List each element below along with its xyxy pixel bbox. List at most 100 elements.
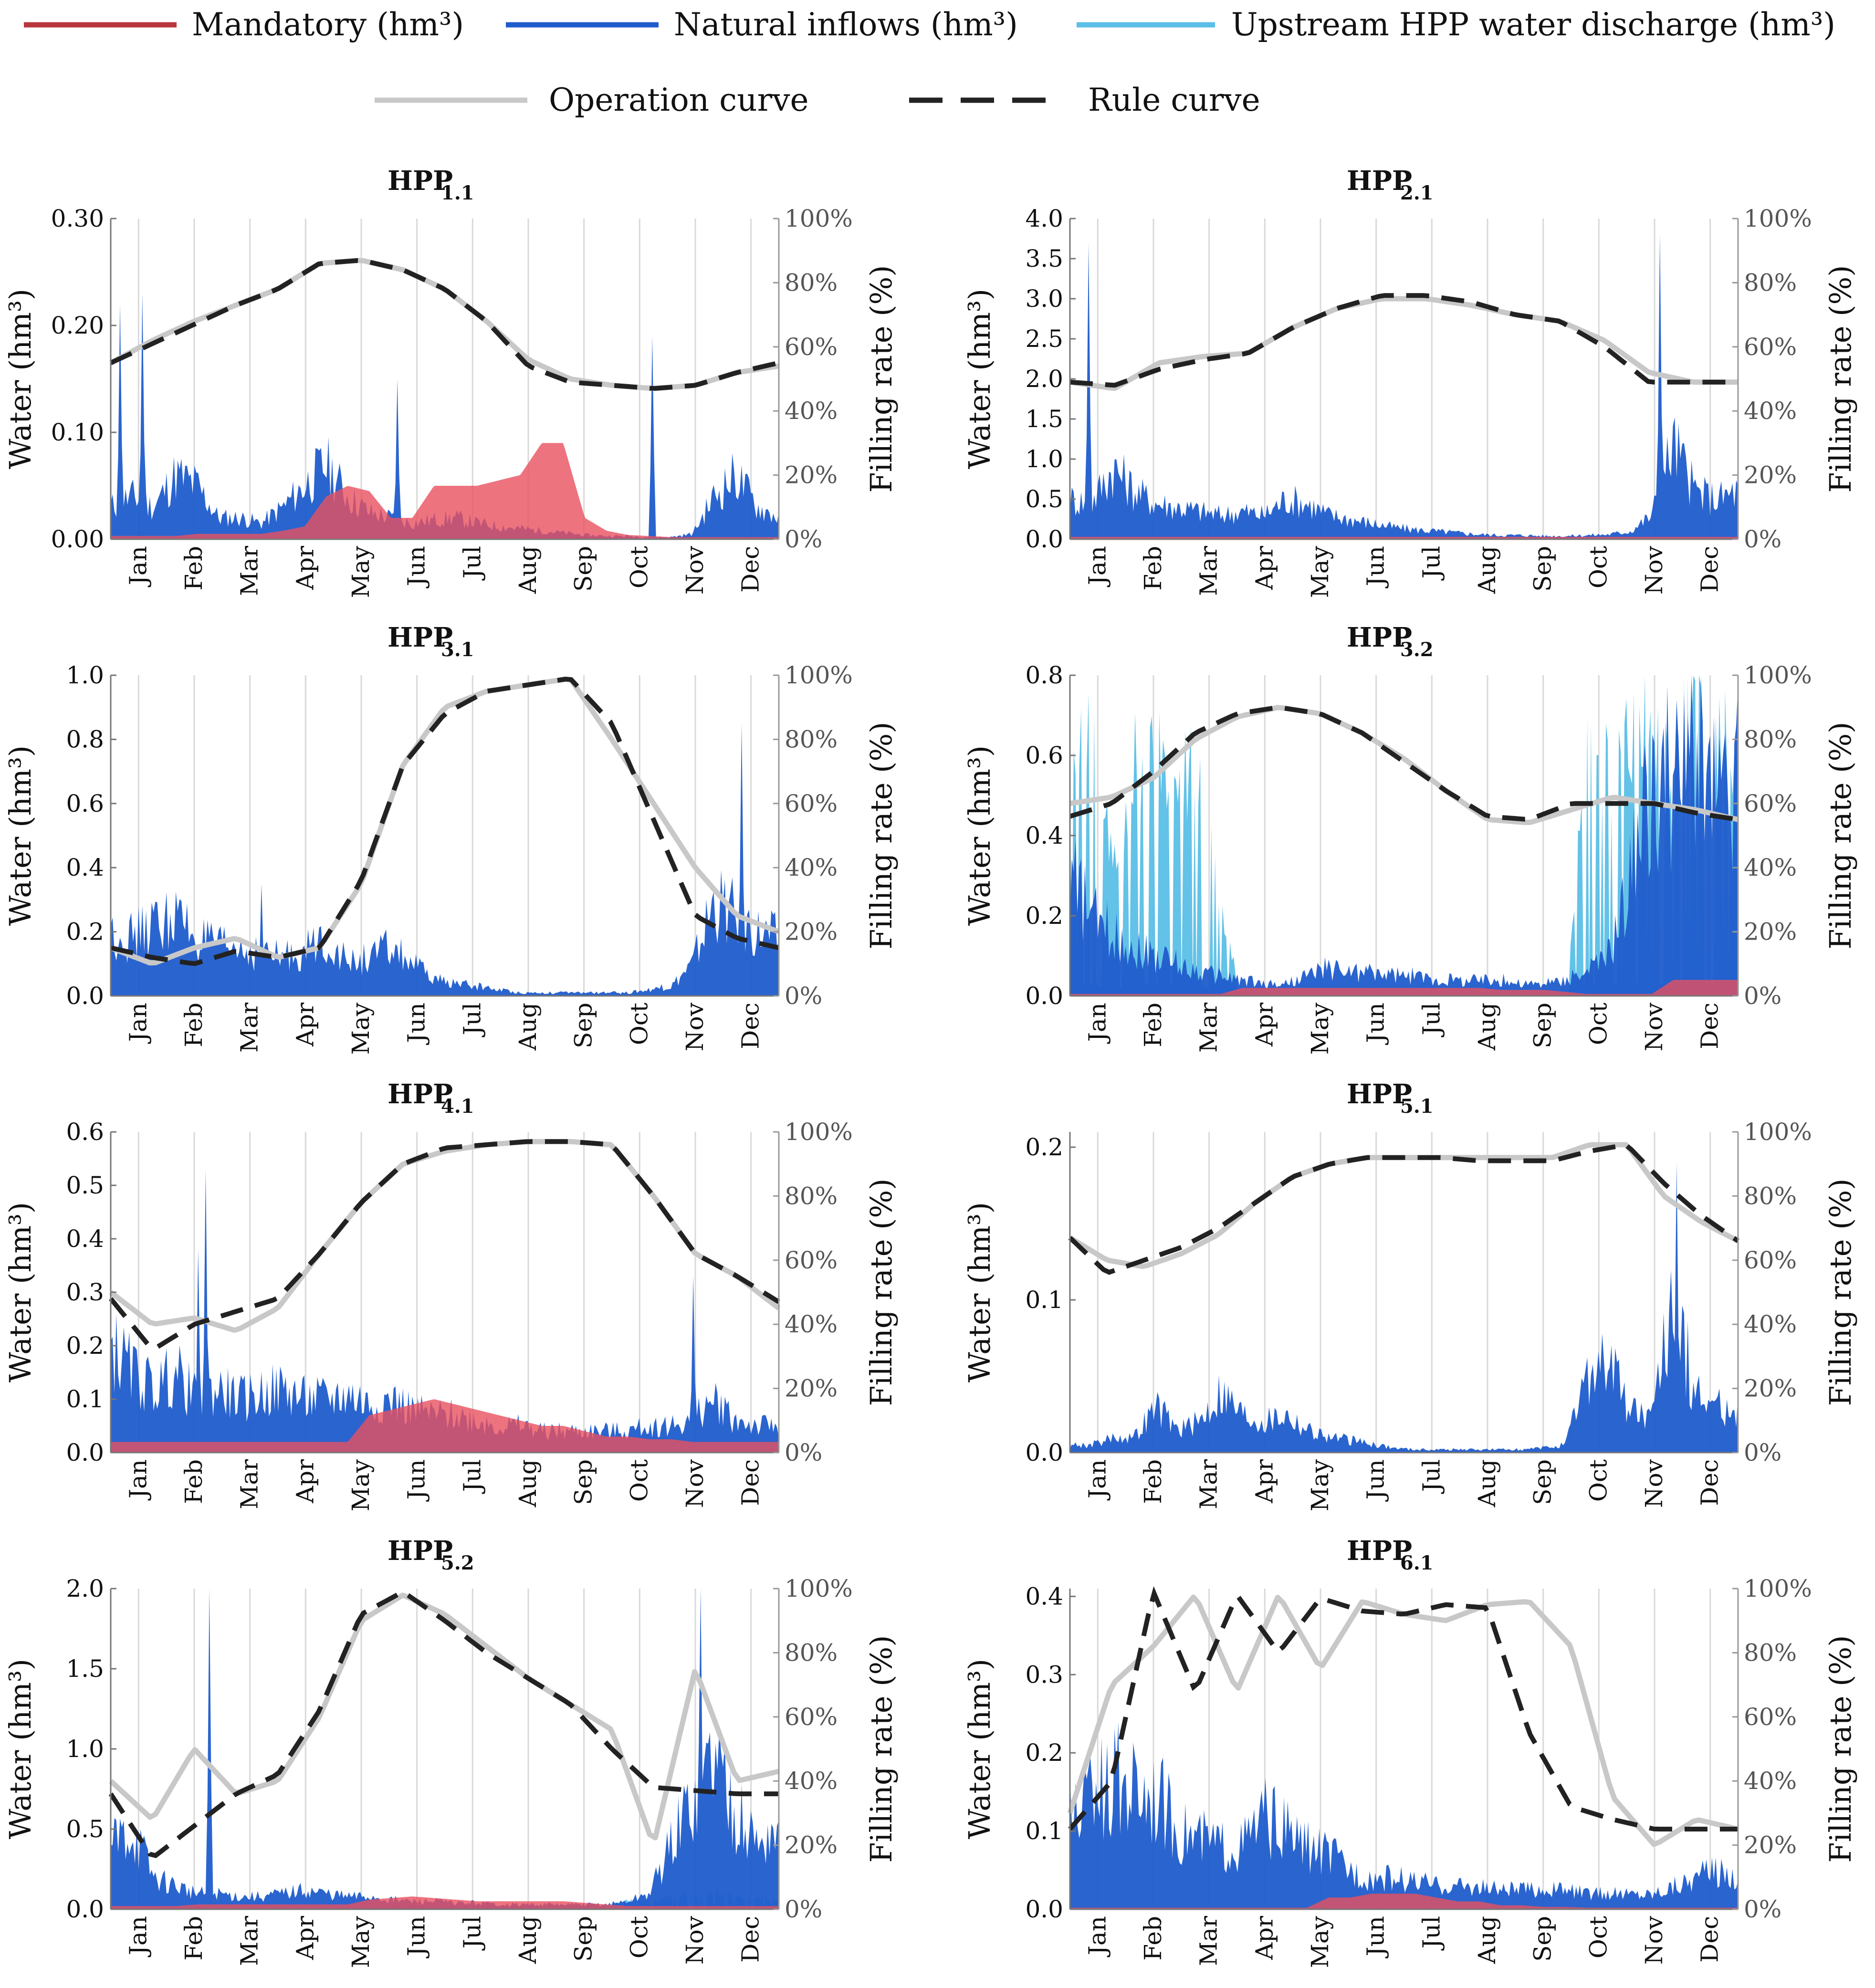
rule-curve: [1068, 1142, 1739, 1275]
y-tick-label: 0.8: [1025, 661, 1063, 689]
natural-inflows-area: [111, 293, 779, 539]
y2-axis-label: Filling rate (%): [1823, 265, 1858, 493]
mandatory-area: [1070, 980, 1738, 996]
month-label: Feb: [1139, 1459, 1167, 1504]
month-label: Dec: [1696, 1459, 1724, 1506]
month-label: Feb: [1139, 1003, 1167, 1047]
month-label: Nov: [1640, 545, 1668, 595]
y2-tick-label: 40%: [785, 1767, 838, 1795]
y-tick-label: 1.0: [66, 661, 104, 689]
panel-title: HPP: [388, 1535, 453, 1567]
month-label: Aug: [514, 1916, 542, 1964]
month-label: Jun: [1362, 1916, 1390, 1958]
y2-tick-label: 40%: [1744, 397, 1797, 425]
month-label: Aug: [514, 1459, 542, 1507]
y-axis-label: Water (hm³): [3, 1659, 38, 1839]
y2-tick-label: 40%: [785, 1310, 838, 1338]
legend-item-mandatory: Mandatory (hm³): [24, 6, 464, 43]
month-label: Dec: [737, 1459, 765, 1506]
month-label: Oct: [1584, 546, 1612, 588]
month-label: Jul: [458, 1003, 486, 1037]
month-label: Mar: [236, 546, 263, 596]
month-label: Mar: [236, 1916, 263, 1966]
y2-tick-label: 80%: [1744, 269, 1797, 296]
y-tick-label: 0.4: [1025, 1582, 1063, 1610]
y2-tick-label: 100%: [1744, 1118, 1812, 1146]
month-label: Dec: [737, 1916, 765, 1963]
y-axis-label: Water (hm³): [3, 289, 38, 469]
month-label: Aug: [1473, 1916, 1501, 1964]
month-label: Apr: [291, 546, 319, 590]
month-label: Oct: [1584, 1916, 1612, 1958]
y-tick-label: 0.2: [1025, 1739, 1063, 1767]
month-label: Sep: [570, 546, 597, 592]
y2-tick-label: 80%: [785, 725, 838, 753]
month-label: Jul: [1417, 1003, 1445, 1037]
mandatory-area: [111, 443, 779, 539]
month-label: Nov: [681, 1915, 709, 1965]
month-label: May: [347, 1002, 375, 1055]
mandatory-area: [111, 1896, 779, 1909]
month-label: Jun: [403, 546, 430, 588]
rule-curve: [110, 677, 780, 966]
y-tick-label: 1.5: [1025, 405, 1063, 433]
y2-axis-label: Filling rate (%): [864, 1179, 899, 1406]
month-label: Nov: [681, 1002, 709, 1051]
y2-tick-label: 20%: [785, 1375, 838, 1402]
y2-tick-label: 100%: [785, 205, 853, 232]
y2-tick-label: 0%: [1744, 982, 1781, 1010]
month-label: May: [1306, 1459, 1334, 1511]
month-label: Sep: [570, 1003, 597, 1048]
y-tick-label: 0.1: [1025, 1286, 1063, 1314]
month-label: Dec: [1696, 546, 1724, 593]
y2-tick-label: 40%: [1744, 1310, 1797, 1338]
month-label: Apr: [1250, 546, 1278, 590]
month-label: Jan: [124, 1459, 152, 1501]
month-label: Oct: [625, 1003, 653, 1045]
month-label: Oct: [1584, 1003, 1612, 1045]
month-label: Oct: [625, 546, 653, 588]
y2-tick-label: 0%: [785, 982, 822, 1010]
month-label: Jan: [1083, 1916, 1111, 1957]
month-label: Mar: [1195, 546, 1223, 596]
y2-tick-label: 80%: [1744, 725, 1797, 753]
y2-tick-label: 60%: [1744, 790, 1797, 817]
month-label: Apr: [1250, 1003, 1278, 1047]
month-label: Aug: [1473, 546, 1501, 594]
y2-axis-label: Filling rate (%): [864, 1635, 899, 1863]
month-label: Mar: [236, 1459, 263, 1509]
month-label: Nov: [681, 545, 709, 595]
natural-inflows-area: [1070, 675, 1738, 996]
panel-title-subscript: 6.1: [1400, 1552, 1434, 1574]
y-tick-label: 0.6: [1025, 742, 1063, 769]
legend: Mandatory (hm³) Natural inflows (hm³) Up…: [24, 6, 1835, 118]
panel-title: HPP: [1347, 1078, 1412, 1110]
y2-tick-label: 100%: [1744, 661, 1812, 689]
y2-tick-label: 40%: [785, 397, 838, 425]
panel-title: HPP: [388, 165, 453, 197]
month-label: May: [347, 1459, 375, 1511]
panels: HPP1.10.000.100.200.300%20%40%60%80%100%…: [3, 165, 1858, 1968]
month-label: Feb: [180, 1916, 208, 1961]
month-label: May: [1306, 1002, 1334, 1055]
y2-tick-label: 0%: [785, 1895, 822, 1923]
month-label: Sep: [570, 1916, 597, 1962]
month-label: Jan: [1083, 1003, 1111, 1044]
y2-tick-label: 60%: [785, 1246, 838, 1274]
legend-item-natural: Natural inflows (hm³): [506, 6, 1018, 43]
month-label: Nov: [1640, 1915, 1668, 1965]
month-label: May: [347, 545, 375, 598]
y-tick-label: 0.0: [1025, 1439, 1063, 1466]
month-label: Nov: [1640, 1459, 1668, 1508]
month-label: Apr: [291, 1916, 319, 1960]
rule-curve: [1069, 705, 1739, 822]
legend-label-natural: Natural inflows (hm³): [674, 6, 1018, 43]
operation-curve: [110, 676, 780, 966]
month-label: Apr: [291, 1459, 319, 1504]
y2-tick-label: 80%: [785, 1182, 838, 1210]
